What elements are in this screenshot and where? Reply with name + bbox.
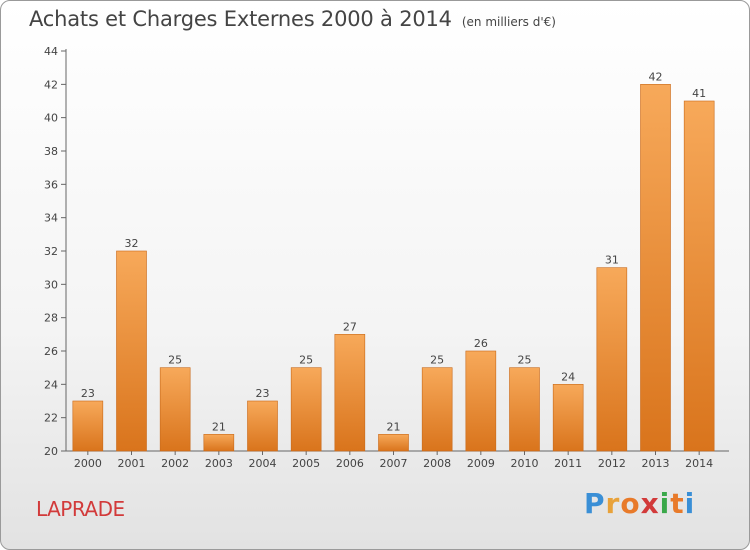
data-label: 26 [474, 337, 488, 350]
y-tick-label: 42 [44, 78, 58, 91]
logo-letter: r [605, 487, 621, 520]
y-tick-label: 20 [44, 445, 58, 458]
bar [640, 84, 671, 452]
logo-letter: t [670, 487, 685, 520]
x-tick-label: 2001 [118, 457, 146, 470]
y-tick-label: 40 [44, 112, 58, 125]
bar [334, 334, 366, 452]
bar [509, 367, 540, 452]
bar [596, 267, 628, 452]
x-tick-labels: 2000 2001 2002 2003 2004 2005 2006 2007 2008 2009… [74, 457, 713, 470]
bar [465, 350, 497, 452]
y-tick-label: 44 [44, 45, 58, 58]
data-label: 31 [605, 254, 619, 267]
logo-letter: x [640, 487, 660, 520]
data-label: 25 [168, 354, 182, 367]
data-label: 42 [649, 70, 663, 83]
y-tick-label: 32 [44, 245, 58, 258]
x-tick-label: 2002 [161, 457, 189, 470]
data-label: 27 [343, 320, 357, 333]
bar [683, 100, 715, 452]
data-label: 23 [81, 387, 95, 400]
x-tick-label: 2000 [74, 457, 102, 470]
x-tick-label: 2006 [336, 457, 364, 470]
bar [72, 400, 104, 452]
logo-letter: P [584, 487, 606, 520]
x-tick-label: 2014 [685, 457, 713, 470]
x-tick-label: 2003 [205, 457, 233, 470]
bars [72, 84, 715, 452]
title-text: Achats et Charges Externes 2000 à 2014 [29, 7, 452, 31]
y-tick-label: 30 [44, 278, 58, 291]
logo-letter: o [620, 487, 641, 520]
bar [247, 400, 278, 452]
x-tick-label: 2013 [642, 457, 670, 470]
x-tick-label: 2012 [598, 457, 626, 470]
x-tick-label: 2007 [380, 457, 408, 470]
data-labels: 23 32 25 21 23 25 27 21 25 26 25 24 31 42 41 [81, 70, 706, 433]
bar [378, 434, 409, 452]
bar [290, 367, 322, 452]
y-tick-label: 22 [44, 412, 58, 425]
y-tick-label: 34 [44, 212, 58, 225]
x-tick-label: 2009 [467, 457, 495, 470]
x-tick-label: 2004 [249, 457, 277, 470]
chart-title: Achats et Charges Externes 2000 à 2014 (e… [29, 7, 556, 31]
logo-letter: i [684, 487, 696, 520]
data-label: 25 [518, 354, 532, 367]
proxiti-logo: Proxiti [584, 487, 695, 520]
bar [159, 367, 191, 452]
x-tick-label: 2011 [554, 457, 582, 470]
y-tick-label: 28 [44, 312, 58, 325]
data-label: 24 [561, 370, 575, 383]
x-tick-label: 2008 [423, 457, 451, 470]
unit-label: (en milliers d'€) [461, 15, 556, 29]
y-tick-label: 24 [44, 378, 58, 391]
data-label: 23 [256, 387, 270, 400]
data-label: 25 [430, 354, 444, 367]
data-label: 21 [212, 420, 226, 433]
logo-letter: i [659, 487, 671, 520]
bar [116, 250, 147, 452]
x-tick-label: 2010 [511, 457, 539, 470]
bar [552, 384, 584, 452]
bar [421, 367, 453, 452]
place-name: LAPRADE [36, 497, 125, 521]
data-label: 41 [692, 87, 706, 100]
bar [203, 434, 235, 452]
data-label: 25 [299, 354, 313, 367]
y-tick-labels: 20 22 24 26 28 30 32 34 36 38 40 42 44 [44, 45, 58, 458]
x-tick-label: 2005 [292, 457, 320, 470]
y-tick-label: 36 [44, 178, 58, 191]
data-label: 21 [387, 420, 401, 433]
y-tick-label: 38 [44, 145, 58, 158]
data-label: 32 [125, 237, 139, 250]
y-tick-label: 26 [44, 345, 58, 358]
